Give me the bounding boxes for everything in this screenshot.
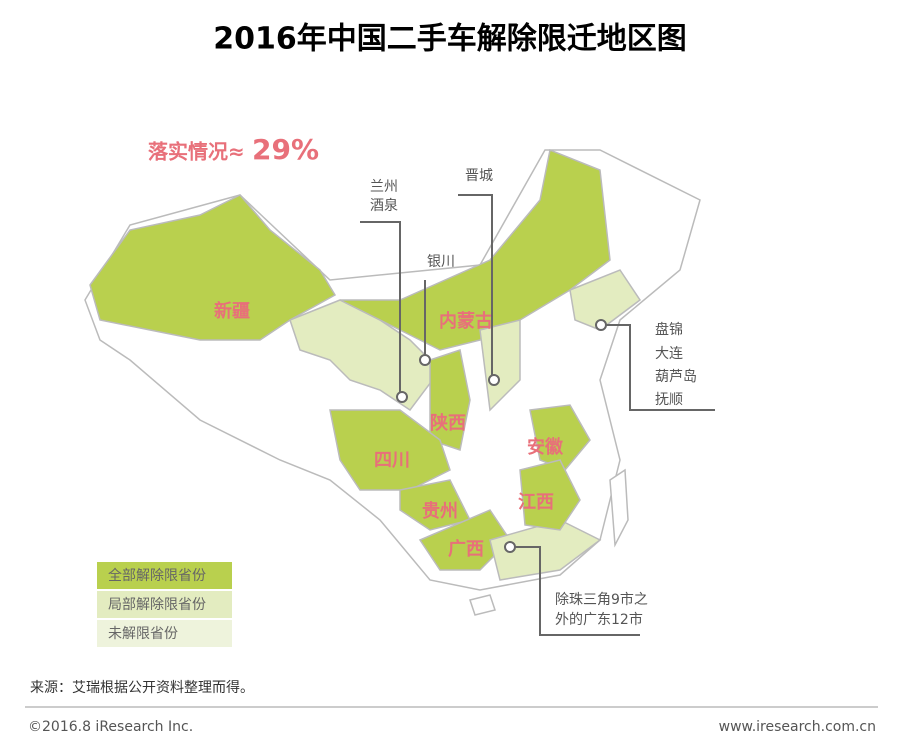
map <box>84 148 701 616</box>
province-label: 四川 <box>374 450 410 471</box>
callout: 抚顺 <box>655 392 683 408</box>
legend-label: 全部解除限省份 <box>108 567 206 584</box>
legend-swatch <box>97 591 232 618</box>
legend-swatch <box>97 562 232 589</box>
province-label: 新疆 <box>214 300 250 322</box>
province-label: 内蒙古 <box>439 310 493 332</box>
province-label: 安徽 <box>527 436 564 458</box>
legend-swatch <box>97 620 232 647</box>
callout: 盘锦 <box>655 321 683 338</box>
legend-label: 未解限省份 <box>108 626 178 642</box>
rate-label: 落实情况≈ <box>148 140 245 164</box>
callout: 大连 <box>655 346 683 362</box>
callout: 外的广东12市 <box>555 611 643 628</box>
legend-label: 局部解除限省份 <box>108 597 206 613</box>
province-label: 江西 <box>518 492 554 513</box>
callout: 兰州 <box>370 179 398 195</box>
province-label: 陕西 <box>430 412 466 434</box>
callout: 葫芦岛 <box>655 369 697 385</box>
callout: 酒泉 <box>370 197 398 214</box>
province-label: 贵州 <box>422 501 458 522</box>
website: www.iresearch.com.cn <box>719 719 876 735</box>
copyright: ©2016.8 iResearch Inc. <box>28 719 193 735</box>
callout: 晋城 <box>465 168 493 184</box>
source: 来源：艾瑞根据公开资料整理而得。 <box>30 679 254 696</box>
callout: 银川 <box>427 254 455 270</box>
callout-lines <box>360 194 715 636</box>
province-label: 广西 <box>448 538 484 560</box>
callout: 除珠三角9市之 <box>555 591 648 608</box>
rate-value: 29% <box>252 133 319 166</box>
title: 2016年中国二手车解除限迁地区图 <box>213 22 687 57</box>
